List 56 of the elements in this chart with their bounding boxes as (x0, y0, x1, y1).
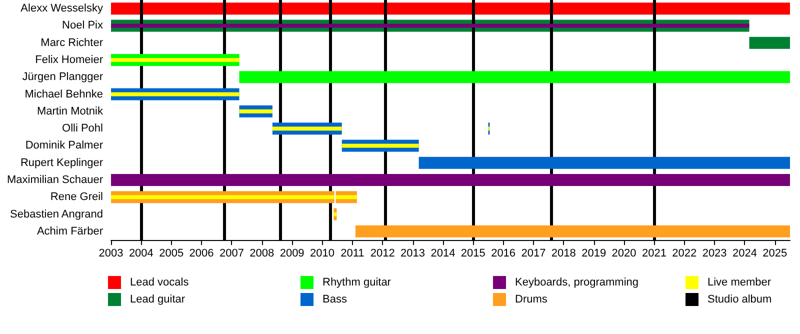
x-tick-label: 2024 (732, 248, 757, 260)
x-tick-label: 2017 (521, 248, 546, 260)
y-tick-label: Dominik Palmer (25, 140, 104, 152)
bar (239, 71, 790, 84)
y-tick-label: Jürgen Plangger (22, 71, 104, 84)
legend-label: Lead guitar (130, 294, 186, 306)
x-tick-label: 2013 (400, 248, 426, 260)
x-tick-label: 2007 (219, 248, 244, 260)
legend-label: Rhythm guitar (322, 276, 392, 288)
x-tick-label: 2003 (98, 248, 124, 260)
bar (272, 126, 342, 131)
legend-label: Drums (515, 294, 548, 306)
x-tick-label: 2023 (702, 248, 727, 260)
y-tick-label: Marc Richter (40, 36, 104, 49)
bar (749, 36, 790, 49)
x-tick-label: 2020 (612, 248, 636, 260)
legend-label: Studio album (708, 294, 772, 306)
bar (239, 109, 272, 114)
x-tick-label: 2005 (159, 248, 184, 260)
x-tick-label: 2022 (672, 248, 697, 260)
y-tick-label: Rene Greil (50, 191, 103, 204)
x-tick-label: 2010 (310, 248, 334, 260)
bar (355, 225, 790, 238)
x-tick-label: 2006 (189, 248, 214, 260)
x-tick-label: 2018 (551, 248, 576, 260)
y-tick-label: Olli Pohl (62, 122, 103, 135)
bar (418, 156, 790, 169)
bar (111, 58, 240, 62)
x-tick-label: 2011 (340, 248, 364, 260)
legend-label: Live member (708, 276, 772, 288)
y-tick-label: Alexx Wesselsky (20, 2, 104, 15)
x-tick-label: 2021 (642, 248, 666, 260)
legend-label: Keyboards, programming (515, 276, 639, 288)
y-tick-label: Michael Behnke (24, 88, 103, 100)
y-tick-label: Sebastien Angrand (10, 208, 103, 220)
bar (334, 212, 337, 216)
y-tick-label: Felix Homeier (35, 54, 104, 66)
y-tick-label: Achim Färber (36, 225, 104, 238)
x-tick-label: 2015 (460, 248, 486, 260)
x-tick-label: 2008 (250, 248, 274, 260)
x-tick-label: 2019 (582, 248, 606, 260)
x-tick-label: 2004 (128, 248, 154, 260)
x-tick-label: 2016 (491, 248, 516, 260)
y-tick-label: Noel Pix (62, 20, 104, 32)
x-tick-label: 2012 (370, 248, 395, 260)
bar (342, 144, 419, 148)
bar (111, 92, 240, 96)
x-tick-label: 2009 (280, 248, 304, 260)
y-tick-label: Martin Motnik (36, 105, 104, 118)
legend-label: Bass (322, 294, 348, 306)
bar (111, 2, 790, 15)
x-tick-label: 2014 (430, 248, 456, 260)
y-tick-label: Rupert Keplinger (20, 156, 104, 169)
legend-label: Lead vocals (130, 276, 190, 288)
y-tick-label: Maximilian Schauer (7, 174, 104, 186)
x-tick-label: 2025 (762, 248, 788, 260)
